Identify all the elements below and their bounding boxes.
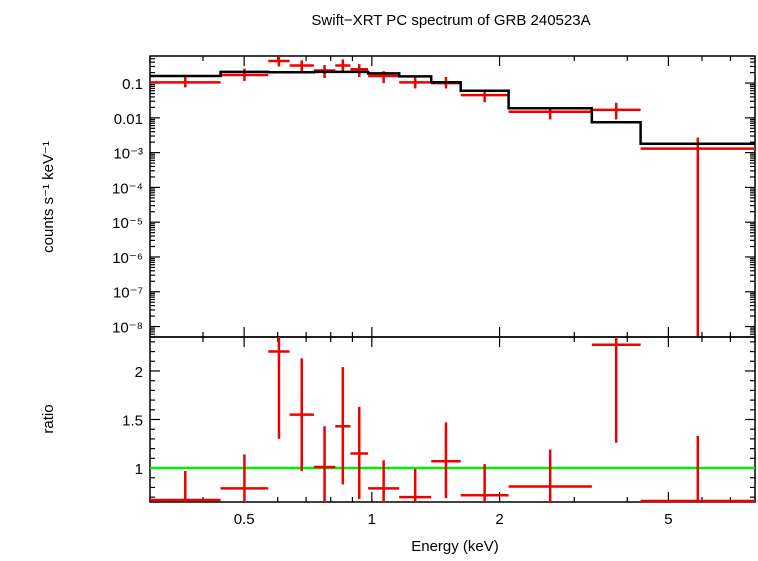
panel-0-y-tick-label: 0.1 bbox=[122, 76, 143, 93]
panel-1-data-point bbox=[150, 470, 221, 502]
panel-0-data-point bbox=[268, 56, 290, 67]
panel-1-frame bbox=[149, 336, 756, 503]
panel-1-y-tick-label: 1 bbox=[135, 461, 143, 478]
panel-1-data-point bbox=[431, 422, 461, 499]
panel-0-data-point bbox=[335, 59, 351, 72]
panel-0-data-point bbox=[399, 76, 432, 89]
x-tick-label: 2 bbox=[495, 511, 503, 528]
panel-0-y-tick-label: 10⁻⁷ bbox=[113, 285, 143, 302]
panel-1-data-point bbox=[335, 367, 351, 485]
ratio-panel: 1 1.5 2 0.5 1 2 5 bbox=[122, 336, 756, 528]
panel-1-data-point bbox=[313, 426, 336, 502]
panel-0-data-point bbox=[350, 64, 369, 77]
panel-1-data-point bbox=[220, 454, 269, 502]
panel-0-data-point bbox=[220, 68, 269, 81]
panel-1-data-point bbox=[368, 460, 400, 502]
panel-1-data-point bbox=[268, 337, 290, 439]
panel-0-data-point bbox=[591, 102, 641, 120]
panel-0-y-tick-label: 10⁻³ bbox=[113, 146, 143, 163]
panel-1-data-point bbox=[460, 464, 509, 502]
panel-1-data-point bbox=[350, 406, 369, 500]
panel-0-data-point bbox=[289, 60, 314, 73]
panel-0-y-tick-label: 10⁻⁵ bbox=[112, 215, 143, 232]
panel-0-y-tick-label: 0.01 bbox=[114, 111, 143, 128]
panel-1-data-point bbox=[640, 436, 755, 503]
panel-1-data-point bbox=[399, 469, 432, 502]
panel-1-data-point bbox=[289, 358, 314, 471]
model-step-curve bbox=[150, 70, 755, 145]
x-tick-label: 1 bbox=[368, 511, 376, 528]
panel-0-y-tick-label: 10⁻⁸ bbox=[112, 320, 143, 337]
spectrum-panel: 0.1 0.01 10⁻³ 10⁻⁴ 10⁻⁵ 10⁻⁶ 10⁻⁷ 10⁻⁸ bbox=[112, 55, 756, 338]
panel-0-y-tick-label: 10⁻⁴ bbox=[112, 180, 143, 197]
panel-0-frame bbox=[149, 55, 756, 338]
x-tick-label: 0.5 bbox=[234, 511, 255, 528]
panel-0-data-point bbox=[640, 137, 755, 337]
chart-title: Swift−XRT PC spectrum of GRB 240523A bbox=[311, 12, 590, 29]
x-axis-label: Energy (keV) bbox=[411, 538, 499, 555]
panel-1-y-tick-label: 1.5 bbox=[122, 413, 143, 430]
panel-1-y-tick-label: 2 bbox=[135, 364, 143, 381]
bottom-panel-ylabel: ratio bbox=[40, 404, 57, 433]
top-panel-ylabel: counts s⁻¹ keV⁻¹ bbox=[40, 141, 57, 253]
panel-0-y-tick-label: 10⁻⁶ bbox=[112, 250, 143, 267]
panel-1-data-point bbox=[591, 337, 641, 443]
x-tick-label: 5 bbox=[664, 511, 672, 528]
panel-1-data-point bbox=[508, 449, 592, 502]
panel-0-data-point bbox=[150, 75, 221, 88]
